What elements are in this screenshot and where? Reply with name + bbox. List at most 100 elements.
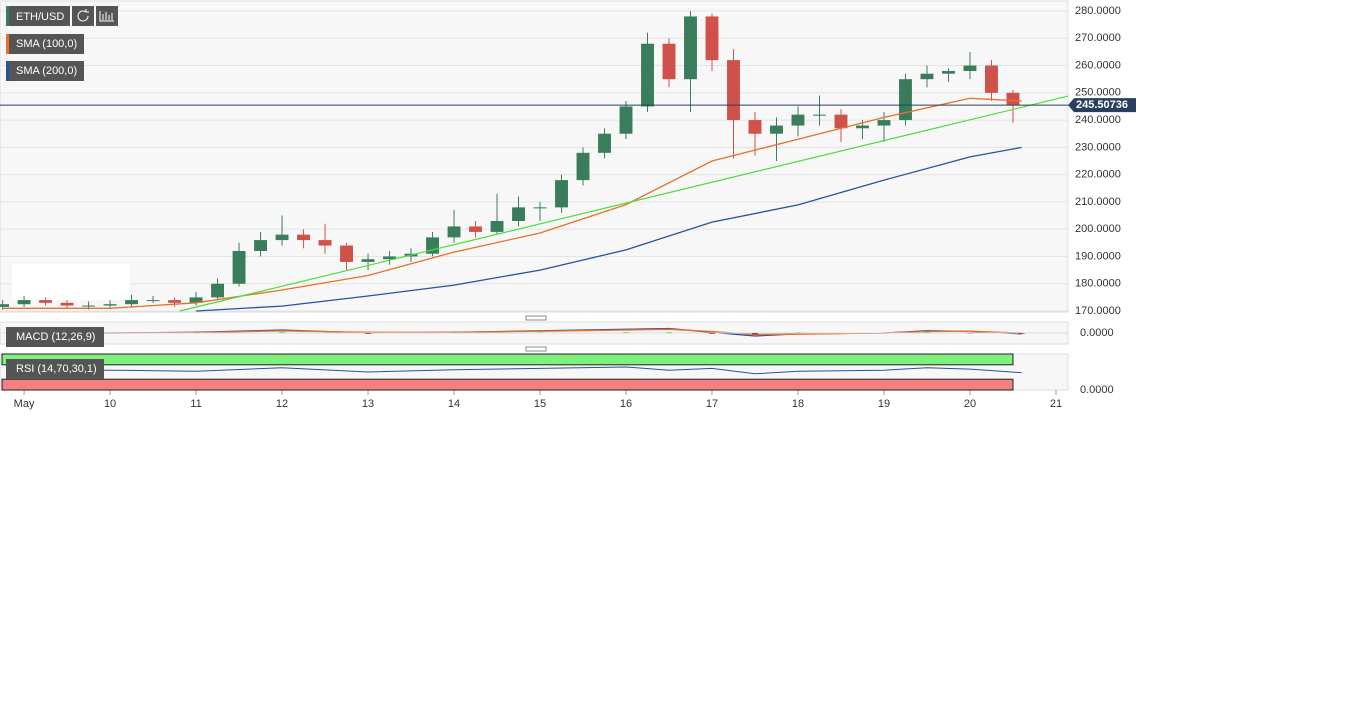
candle-body (576, 152, 590, 181)
candle-body (727, 60, 740, 121)
y-tick-label: 240.0000 (1075, 114, 1121, 126)
candle-body (813, 114, 826, 116)
y-tick-label: 180.0000 (1075, 278, 1121, 290)
y-tick-label: 230.0000 (1075, 141, 1121, 153)
candle-body (942, 71, 955, 74)
y-tick-label: 260.0000 (1075, 59, 1121, 71)
candle-body (985, 65, 998, 93)
x-tick-label: 20 (964, 398, 976, 410)
refresh-icon (77, 9, 89, 22)
candle-body (82, 305, 96, 307)
candle-body (619, 106, 633, 134)
x-tick-label: 17 (706, 398, 718, 410)
candle-body (146, 300, 160, 302)
overlay (12, 264, 130, 300)
candle-body (490, 221, 504, 232)
candle-body (963, 65, 977, 71)
rsi-label: RSI (14,70,30,1) (16, 363, 97, 375)
candle-body (834, 114, 848, 129)
toolbar: ETH/USD (6, 6, 118, 26)
y-tick-label: 170.0000 (1075, 305, 1121, 317)
macd-tick-label: 0.0000 (1080, 327, 1114, 339)
y-tick-label: 250.0000 (1075, 87, 1121, 99)
y-tick-label: 280.0000 (1075, 5, 1121, 17)
candle-body (17, 300, 31, 305)
candle-body (705, 16, 719, 61)
signal-line (24, 328, 1022, 336)
candle-body (770, 125, 783, 134)
x-tick-label: 19 (878, 398, 890, 410)
candle-body (60, 302, 74, 306)
candle-body (275, 234, 289, 241)
rsi-oversold-band (1, 378, 1014, 391)
candle-body (856, 125, 869, 129)
candle-body (318, 240, 332, 246)
y-tick-label: 270.0000 (1075, 32, 1121, 44)
trendline (179, 95, 1069, 312)
candle-body (254, 240, 267, 251)
x-tick-label: 14 (448, 398, 460, 410)
candle-body (684, 16, 697, 80)
x-tick-label: 16 (620, 398, 632, 410)
rsi-tick-label: 0.0000 (1080, 384, 1114, 396)
candle-body (1006, 92, 1020, 106)
macd-label: MACD (12,26,9) (16, 331, 95, 343)
legend-label: SMA (100,0) (16, 38, 77, 50)
settings-icon (99, 11, 114, 22)
legend-box (6, 34, 84, 54)
indicator-label-box (6, 359, 104, 379)
candle-body (361, 259, 375, 262)
candle-body (791, 114, 805, 126)
candle-body (297, 234, 310, 241)
refresh-button[interactable] (72, 6, 94, 26)
x-tick-label: 12 (276, 398, 288, 410)
candle-body (512, 207, 525, 221)
y-tick-label: 210.0000 (1075, 196, 1121, 208)
candle-body (340, 245, 353, 262)
candle-body (189, 297, 203, 303)
candle-body (0, 304, 10, 307)
legend-swatch (6, 34, 9, 54)
candle-body (469, 226, 482, 232)
last-price-tag (1068, 98, 1136, 113)
pane-divider[interactable] (525, 346, 547, 352)
legend-swatch (6, 61, 9, 81)
legend-box (6, 61, 84, 81)
candle-body (168, 300, 182, 303)
settings-button[interactable] (96, 6, 118, 26)
candle-body (125, 300, 139, 305)
sma-line (2, 97, 1022, 309)
pane-divider[interactable] (525, 315, 547, 321)
candle-body (39, 300, 53, 303)
candle-body (899, 79, 912, 121)
y-tick-label: 200.0000 (1075, 223, 1121, 235)
x-tick-label: 11 (190, 398, 201, 410)
x-tick-label: 18 (792, 398, 804, 410)
x-tick-label: 15 (534, 398, 546, 410)
legend-label: SMA (200,0) (16, 65, 77, 77)
candle-body (920, 73, 934, 80)
candle-body (641, 43, 654, 107)
rsi-line (24, 366, 1022, 375)
symbol-box (6, 6, 70, 26)
candle-body (447, 226, 461, 238)
x-tick-label: May (14, 398, 35, 410)
y-tick-label: 220.0000 (1075, 169, 1121, 181)
price-pane (0, 0, 1069, 313)
candle-body (211, 283, 225, 298)
candle-body (103, 304, 117, 306)
indicator-label-box (6, 327, 104, 347)
x-tick-label: 21 (1050, 398, 1062, 410)
candle-body (662, 43, 676, 80)
candle-body (598, 133, 611, 153)
candle-body (232, 251, 246, 284)
x-tick-label: 10 (104, 398, 116, 410)
sma-line (196, 146, 1022, 312)
last-price-label: 245.50736 (1076, 99, 1128, 111)
rsi-overbought-band (1, 353, 1014, 366)
candle-body (877, 120, 891, 126)
x-tick-label: 13 (362, 398, 374, 410)
candle-body (533, 207, 547, 209)
